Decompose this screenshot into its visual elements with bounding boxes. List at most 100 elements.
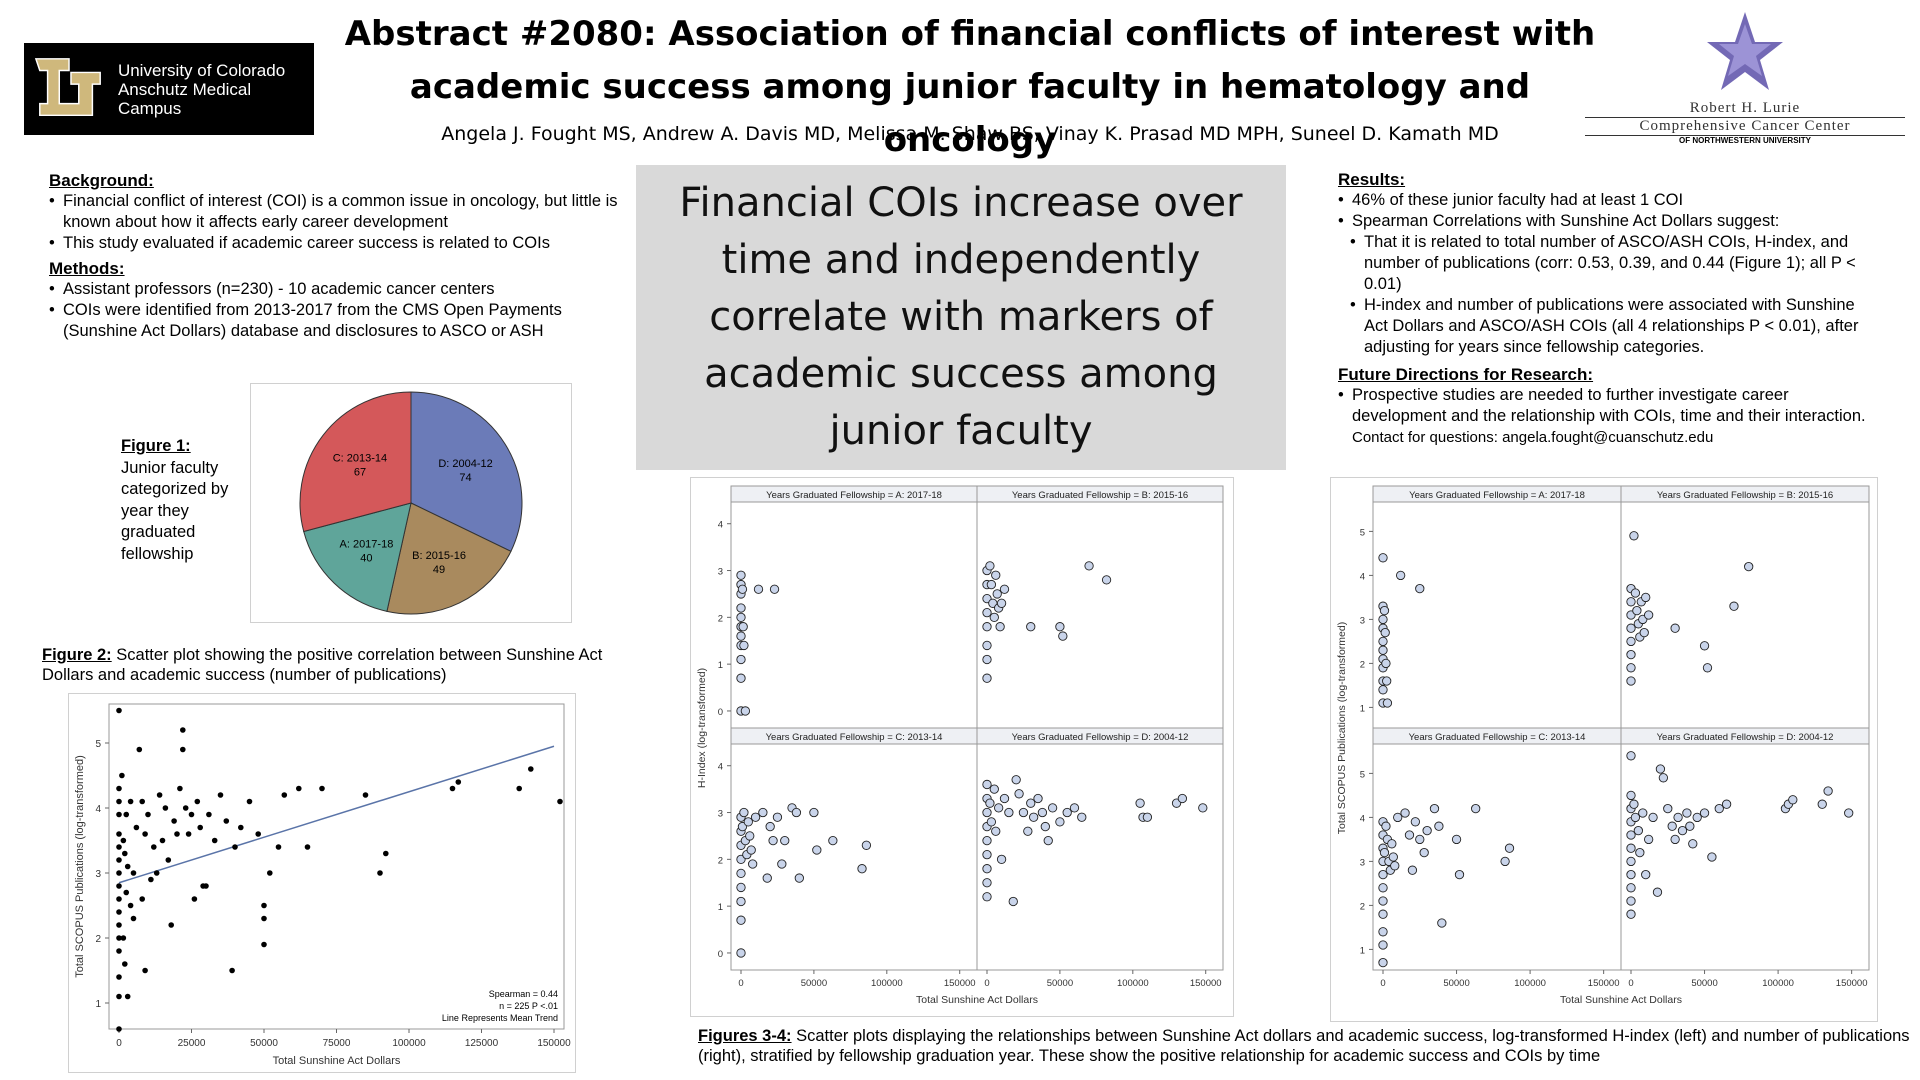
data-point (1396, 570, 1406, 581)
data-point (991, 826, 1001, 836)
data-point (191, 896, 198, 902)
data-point (116, 707, 122, 714)
data-point (1404, 830, 1415, 840)
data-point (1633, 825, 1644, 836)
results-item: Spearman Correlations with Sunshine Act … (1338, 211, 1878, 232)
data-point (116, 798, 122, 805)
data-point (1379, 847, 1390, 858)
background-section: Background: Financial conflict of intere… (49, 170, 619, 342)
data-point (130, 915, 137, 922)
data-point (1378, 896, 1388, 906)
y-tick-label: 1 (1360, 703, 1365, 714)
data-point (1381, 821, 1391, 831)
data-point (1378, 636, 1388, 647)
data-point (116, 993, 122, 1000)
background-item: Financial conflict of interest (COI) is … (49, 191, 619, 233)
data-point (1670, 623, 1680, 633)
data-point (116, 870, 122, 876)
data-point (122, 961, 128, 967)
data-point (1658, 773, 1669, 783)
x-tick-label: 150000 (537, 1038, 571, 1049)
y-axis-label: Total SCOPUS Publications (log-transform… (74, 755, 86, 978)
data-point (1390, 861, 1400, 871)
data-point (1699, 808, 1710, 818)
authors: Angela J. Fought MS, Andrew A. Davis MD,… (441, 123, 1499, 145)
figure1-caption: Figure 1: Junior faculty categorized by … (121, 436, 246, 565)
data-point (449, 785, 456, 792)
data-point (1378, 685, 1388, 695)
data-point (1135, 798, 1145, 808)
data-point (1177, 793, 1188, 804)
data-point (982, 608, 992, 618)
data-point (1688, 839, 1698, 849)
y-tick-label: 2 (1360, 659, 1365, 670)
data-point (1626, 636, 1636, 647)
panel-header (1620, 727, 1870, 745)
panel-frame (1620, 485, 1870, 729)
data-point (1454, 869, 1465, 880)
data-point (188, 811, 195, 818)
data-point (127, 798, 134, 805)
pie-slice-value: 74 (459, 472, 471, 484)
data-point (123, 889, 130, 896)
data-point (1626, 790, 1636, 801)
data-point (174, 831, 180, 837)
data-point (557, 798, 563, 805)
results-heading: Results: (1338, 170, 1406, 189)
trend-line (118, 745, 555, 884)
y-tick-label: 0 (718, 949, 723, 960)
x-tick-label: 150000 (944, 978, 976, 989)
data-point (996, 598, 1007, 608)
lurie-logo: Robert H. Lurie Comprehensive Cancer Cen… (1585, 10, 1905, 150)
data-point (211, 837, 218, 844)
data-point (1626, 869, 1636, 880)
data-point (232, 844, 238, 850)
poster-title: Abstract #2080: Association of financial… (340, 8, 1600, 167)
y-tick-label: 3 (95, 869, 101, 880)
data-point (1008, 896, 1018, 907)
data-point (985, 798, 995, 808)
data-point (1378, 957, 1388, 968)
data-point (1415, 583, 1425, 594)
panel-title: Years Graduated Fellowship = D: 2004-12 (1657, 732, 1834, 743)
data-point (812, 845, 822, 855)
data-point (1721, 799, 1732, 809)
pie-slice-label: D: 2004-12 (438, 458, 492, 470)
data-point (1652, 887, 1663, 897)
background-item: This study evaluated if academic career … (49, 233, 619, 254)
data-point (1388, 852, 1398, 862)
data-point (999, 584, 1010, 594)
hindex-panel-scatter: Years Graduated Fellowship = A: 2017-18 0… (696, 485, 1224, 1006)
data-point (1626, 830, 1636, 840)
data-point (1626, 856, 1636, 867)
x-tick-label: 150000 (1190, 978, 1222, 989)
data-point (1626, 676, 1636, 686)
results-subitem: That it is related to total number of AS… (1338, 232, 1878, 295)
x-tick-label: 100000 (1117, 978, 1149, 989)
data-point (275, 844, 282, 850)
data-point (1037, 807, 1048, 818)
data-point (986, 579, 997, 590)
publications-scatter: 1 2 3 4 5 0 25000 50000 75000 100000 125000 150000 T… (74, 703, 571, 1067)
y-tick-label: 3 (1360, 615, 1365, 626)
data-point (1382, 698, 1393, 708)
data-point (1429, 803, 1440, 814)
data-point (1434, 821, 1444, 831)
panel-frame (1620, 727, 1870, 971)
lurie-line2: Comprehensive Cancer Center (1585, 117, 1905, 136)
data-point (736, 868, 746, 879)
data-point (982, 835, 992, 846)
x-axis-label: Total Sunshine Act Dollars (1560, 994, 1682, 1006)
data-point (185, 831, 192, 837)
data-point (982, 878, 992, 888)
pie-chart: D: 2004-12 74 B: 2015-16 49 A: 2017-18 40 C: 2… (299, 391, 523, 615)
data-point (304, 844, 311, 850)
data-point (1641, 869, 1651, 880)
data-point (777, 859, 787, 869)
data-point (1626, 623, 1636, 633)
data-point (1692, 812, 1702, 823)
panel-header (976, 485, 1224, 503)
data-point (142, 967, 148, 974)
figure1-label: Figure 1: (121, 437, 191, 455)
y-tick-label: 2 (718, 613, 723, 624)
